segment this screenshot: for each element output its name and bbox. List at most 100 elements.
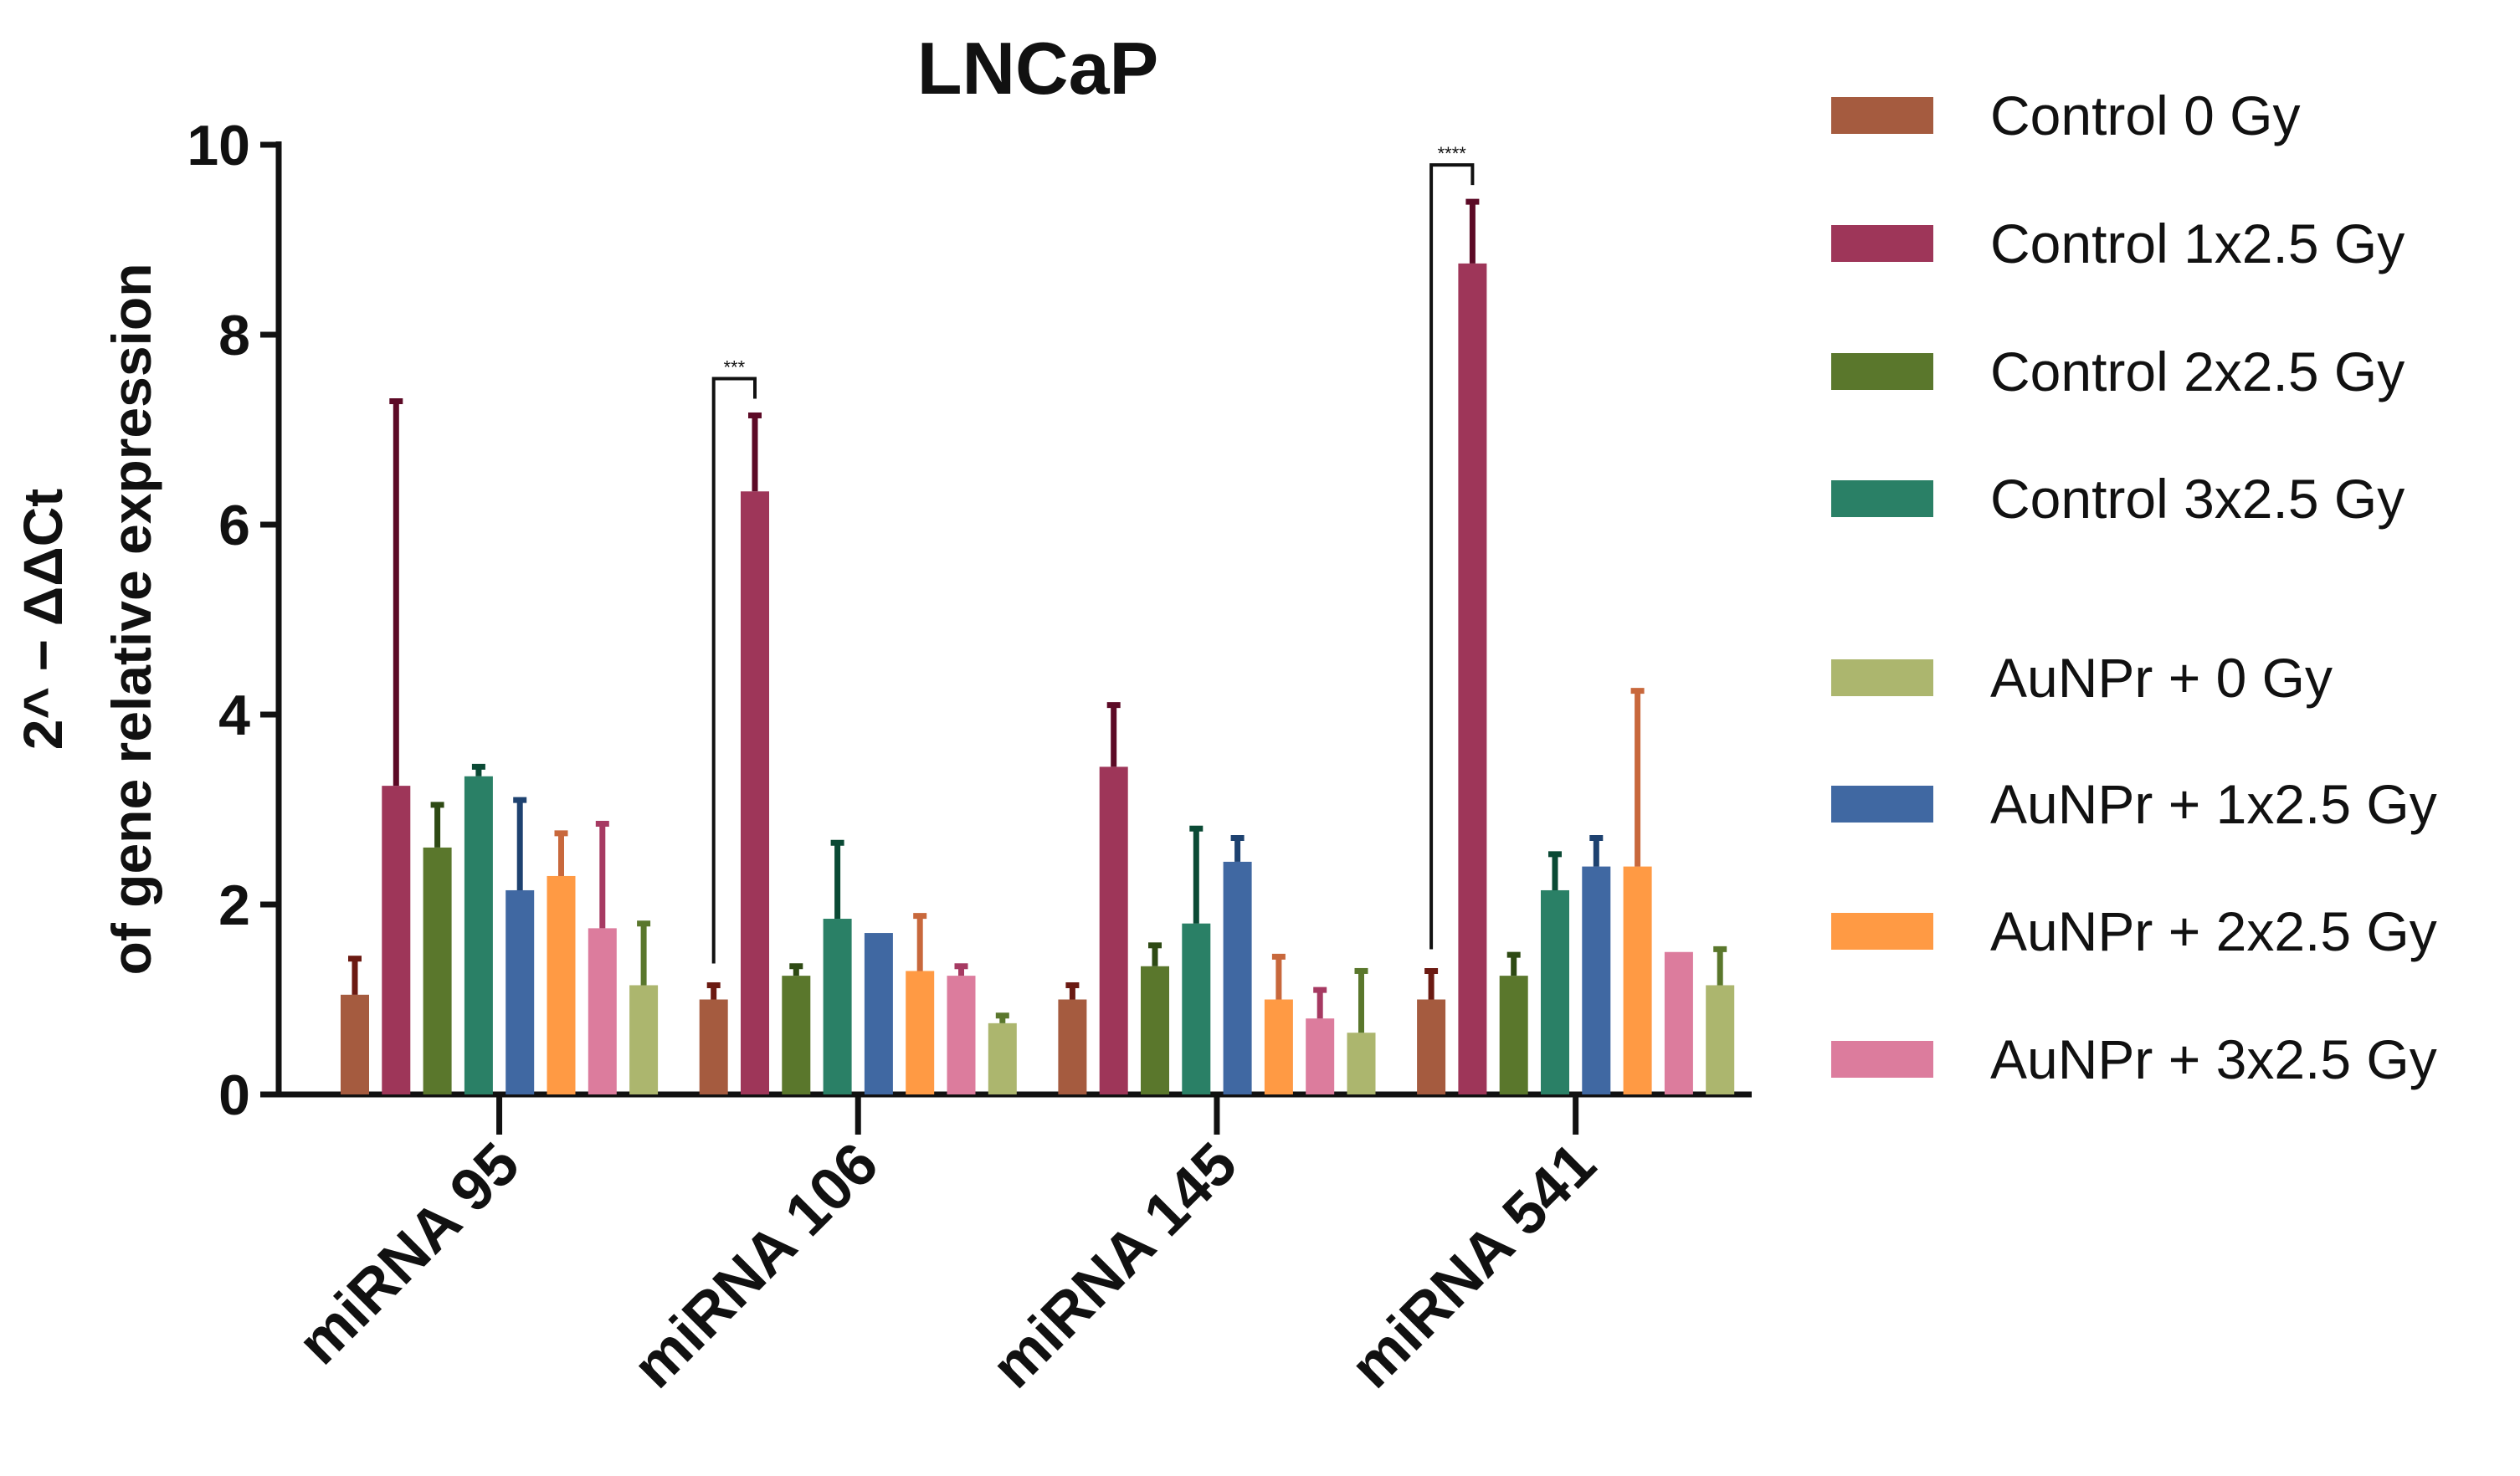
y-tick-label: 4 [218, 684, 250, 747]
bar [1058, 999, 1087, 1094]
x-tick-label: miRNA 145 [979, 1130, 1250, 1401]
bar [823, 919, 852, 1094]
bar [1623, 866, 1652, 1094]
significance-label: **** [1438, 143, 1467, 164]
bar-group-item [864, 933, 893, 1094]
bar [629, 985, 659, 1094]
bar [588, 928, 617, 1094]
bar-group-item [1347, 967, 1376, 1094]
legend-item: AuNPr + 3x2.5 Gy [1831, 1028, 2437, 1090]
legend-item: Control 2x2.5 Gy [1831, 341, 2405, 402]
bar [547, 875, 576, 1094]
bar-group-item [782, 963, 811, 1094]
chart-title: LNCaP [917, 27, 1159, 110]
bar [1664, 951, 1693, 1094]
bar [741, 491, 769, 1094]
bar-group-item [1541, 851, 1569, 1094]
bar [341, 994, 369, 1094]
bar-group-item [629, 920, 659, 1094]
bar [506, 889, 535, 1094]
y-tick-label: 8 [218, 304, 250, 367]
legend-label: Control 2x2.5 Gy [1990, 341, 2405, 402]
legend-item: AuNPr + 2x2.5 Gy [1831, 900, 2437, 962]
bar [1182, 923, 1211, 1094]
legend-label: AuNPr + 3x2.5 Gy [1990, 1028, 2437, 1090]
legend-swatch [1831, 225, 1933, 262]
bar-group-item [741, 412, 769, 1094]
legend-swatch [1831, 353, 1933, 390]
legend: Control 0 Gy Control 1x2.5 Gy Control 2x2.… [1831, 85, 2437, 1090]
bar-group-item [1623, 688, 1652, 1094]
bar-group-item [1458, 198, 1487, 1094]
legend-swatch [1831, 97, 1933, 134]
bar [988, 1022, 1017, 1094]
x-tick-label: miRNA 95 [285, 1130, 532, 1377]
legend-swatch [1831, 659, 1933, 696]
bar [382, 786, 411, 1094]
bar-group-item [1058, 981, 1087, 1094]
bar [1099, 766, 1128, 1094]
y-tick-label: 6 [218, 494, 250, 557]
axes: 0 2 4 6 8 10 miRNA 95 miRNA 106 miRNA 145 miRNA 5… [187, 114, 1752, 1401]
bar-group-item [1223, 835, 1252, 1094]
bar [947, 976, 976, 1094]
significance-annotations: ******* [711, 143, 1475, 964]
legend-item: Control 1x2.5 Gy [1831, 213, 2405, 274]
bar [1306, 1018, 1335, 1094]
bar-group-item [341, 956, 369, 1094]
bar-group-item [506, 797, 535, 1094]
bar [1499, 976, 1528, 1094]
bar-group-item [588, 821, 617, 1094]
bracket-line [1429, 163, 1475, 950]
bar [1141, 966, 1169, 1094]
bar-group-item [906, 913, 935, 1094]
legend-swatch [1831, 480, 1933, 517]
bar [1458, 263, 1487, 1094]
bar [1347, 1033, 1376, 1094]
legend-swatch [1831, 786, 1933, 823]
bar [1582, 866, 1611, 1094]
bar-group-item [1582, 835, 1611, 1094]
y-tick-label: 0 [218, 1063, 250, 1127]
legend-swatch [1831, 1041, 1933, 1078]
bar-group-item [1099, 702, 1128, 1094]
legend-item: Control 0 Gy [1831, 85, 2300, 146]
bar [1706, 985, 1735, 1094]
legend-label: AuNPr + 2x2.5 Gy [1990, 900, 2437, 962]
bar-group-item [1706, 946, 1735, 1094]
legend-label: Control 0 Gy [1990, 85, 2300, 146]
bar-group-item [947, 963, 976, 1094]
legend-label: Control 3x2.5 Gy [1990, 468, 2405, 530]
bar-group-item [382, 397, 411, 1094]
x-tick-label: miRNA 541 [1337, 1130, 1608, 1401]
bar-group-item [1264, 953, 1293, 1094]
bars [341, 198, 1735, 1094]
bar-group-item [823, 839, 852, 1094]
bar-group-item [1182, 825, 1211, 1094]
legend-item: Control 3x2.5 Gy [1831, 468, 2405, 530]
y-tick-label: 10 [187, 114, 250, 177]
bar [1223, 861, 1252, 1094]
bar-group-item [1141, 942, 1169, 1094]
significance-bracket: **** [1429, 143, 1475, 950]
bar-group-item [547, 830, 576, 1094]
bar [1264, 999, 1293, 1094]
bar-group-item [464, 763, 493, 1094]
y-tick-label: 2 [218, 874, 250, 937]
legend-item: AuNPr + 1x2.5 Gy [1831, 773, 2437, 835]
legend-label: AuNPr + 1x2.5 Gy [1990, 773, 2437, 835]
y-axis-label: 2^ − ΔΔCt of gene relative expression [12, 263, 162, 975]
bar [423, 847, 452, 1094]
bar [699, 999, 728, 1094]
significance-bracket: *** [711, 356, 757, 964]
bar [1541, 889, 1569, 1094]
bar-group-item [988, 1012, 1017, 1094]
legend-swatch [1831, 913, 1933, 950]
x-tick-label: miRNA 106 [620, 1130, 890, 1401]
bar-group-item [423, 802, 452, 1094]
bar-group-item [699, 981, 728, 1094]
bar [1417, 999, 1446, 1094]
y-axis-label-line2: of gene relative expression [100, 263, 162, 975]
